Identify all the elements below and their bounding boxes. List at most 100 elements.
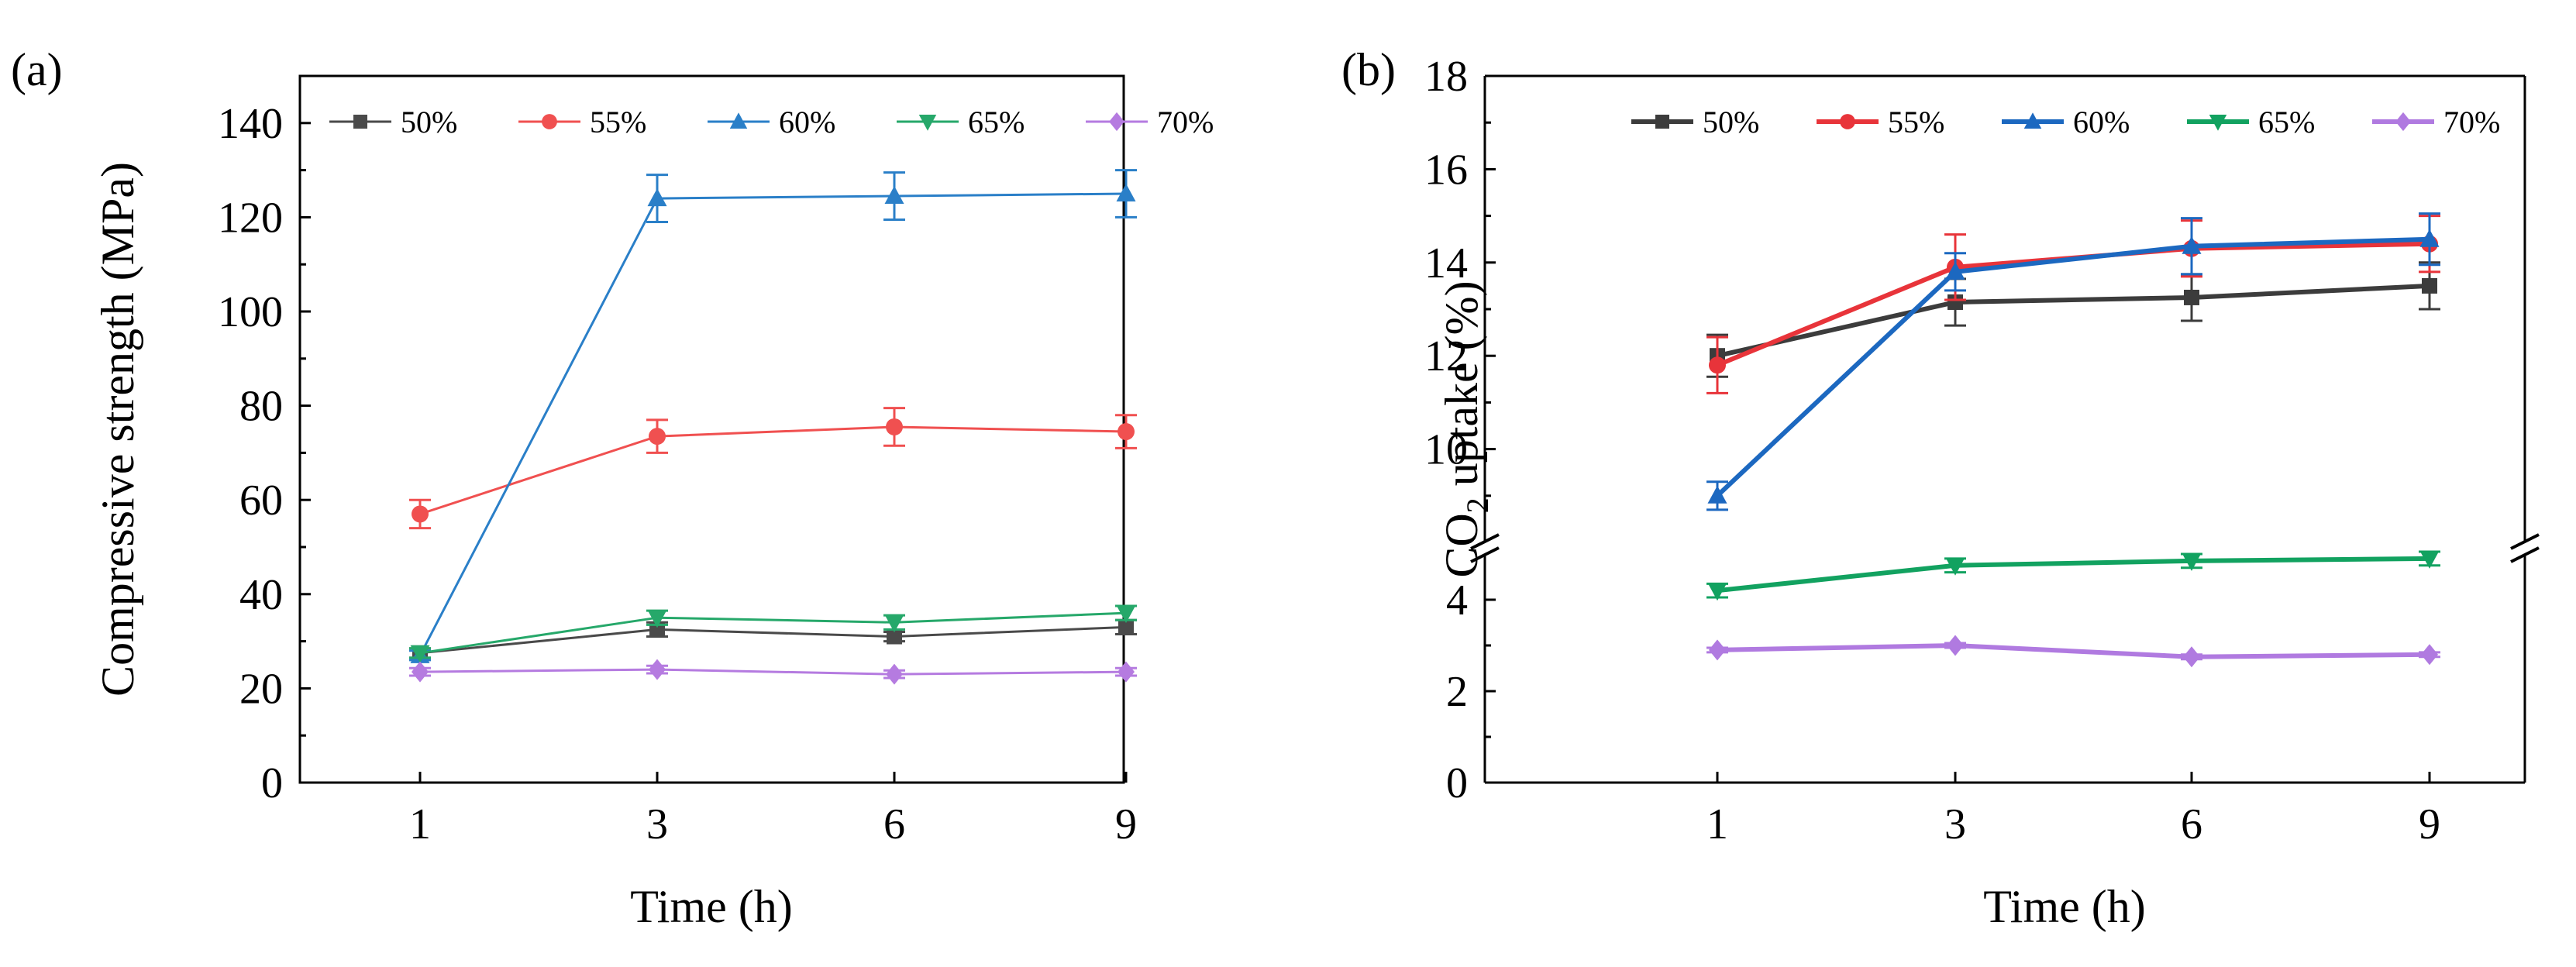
series-group-b [1706, 212, 2440, 668]
series-line-a [418, 192, 1127, 656]
chart-panel-b: (b) 0 2 4 10 12 14 16 18 1 3 6 9 50% 55% 60% 65% 70% T… [1341, 44, 2540, 932]
series-line-a [419, 425, 1127, 515]
y-tick-label-a: 40 [239, 571, 283, 619]
x-tick-label-a: 6 [883, 800, 905, 848]
series-a-50% [409, 618, 1137, 661]
series-b-65% [1706, 550, 2440, 601]
series-a-60% [409, 169, 1137, 663]
series-line-b [1717, 556, 2430, 594]
data-point-a [886, 663, 903, 685]
data-point-b [2183, 646, 2200, 668]
legend-marker-4 [2209, 115, 2227, 131]
data-point-a [1116, 184, 1136, 201]
y-tick-label-b: 0 [1446, 759, 1468, 807]
data-point-b [2419, 550, 2440, 569]
x-ticks-b: 1 3 6 9 [1706, 772, 2440, 848]
legend-label-4: 65% [2258, 105, 2315, 139]
legend-label-2: 55% [1888, 105, 1944, 139]
data-point-a [1118, 619, 1134, 635]
y-axis-title-b: CO2 uptake (%) [1436, 280, 1495, 577]
chart-panel-a: (a) 0 20 40 60 80 100 120 140 1 3 6 9 50% 55% 60% 65%… [11, 44, 1214, 932]
legend-label-2: 55% [590, 105, 646, 139]
y-tick-label-a: 120 [218, 194, 283, 242]
data-point-a [1116, 605, 1136, 624]
legend-marker-2 [1840, 114, 1855, 129]
data-point-b [1947, 294, 1963, 310]
legend-label-3: 60% [779, 105, 835, 139]
y-tick-label-a: 80 [239, 383, 283, 431]
data-point-b [1945, 261, 1965, 280]
legend-marker-2 [542, 114, 557, 129]
series-a-70% [409, 659, 1137, 685]
data-point-a [1118, 423, 1135, 441]
y-ticks-a: 0 20 40 60 80 100 120 140 [218, 74, 311, 807]
y-axis-title-b-main: CO [1436, 513, 1487, 577]
axis-break-mark-b [1470, 533, 1500, 550]
y-tick-label-a: 100 [218, 288, 283, 336]
legend-label-1: 50% [401, 105, 457, 139]
legend-marker-5 [1109, 112, 1124, 132]
axis-break-mark-b [1470, 546, 1500, 563]
data-point-a [412, 505, 429, 523]
series-line-a [419, 668, 1127, 676]
y-tick-label-b: 18 [1424, 53, 1468, 101]
axis-break-mark-b [2510, 546, 2540, 563]
data-point-b [2182, 236, 2202, 254]
data-point-b [1709, 356, 1726, 374]
data-point-a [412, 661, 429, 683]
plot-area-b: 0 2 4 10 12 14 16 18 1 3 6 9 50% 55% 60% 65% 70% [1424, 53, 2540, 848]
y-tick-label-a: 140 [218, 100, 283, 148]
series-line-b [1717, 642, 2430, 659]
x-ticks-a: 1 3 6 9 [409, 772, 1137, 848]
data-point-b [2182, 552, 2202, 571]
legend-marker-1 [353, 115, 367, 129]
series-line-b [1715, 236, 2430, 497]
x-tick-label-b: 6 [2181, 800, 2202, 848]
axes-frame-b [1470, 74, 2540, 784]
legend-marker-5 [2395, 112, 2411, 132]
series-line-b [1716, 241, 2430, 368]
data-point-a [410, 645, 430, 663]
data-point-b [1945, 557, 1965, 576]
data-point-a [649, 659, 666, 680]
data-point-b [1707, 583, 1727, 601]
x-tick-label-b: 3 [1944, 800, 1966, 848]
legend-label-4: 65% [968, 105, 1025, 139]
y-tick-label-b: 12 [1424, 332, 1468, 380]
data-point-a [1118, 661, 1135, 683]
legend-marker-3 [729, 112, 748, 129]
x-tick-label-a: 9 [1115, 800, 1137, 848]
series-group-a [409, 169, 1137, 685]
data-point-a [649, 428, 666, 446]
legend-marker-4 [918, 115, 937, 131]
series-line-a [419, 611, 1127, 655]
y-tick-label-b: 16 [1424, 146, 1468, 194]
data-point-a [647, 610, 667, 628]
x-tick-label-b: 1 [1706, 800, 1728, 848]
panel-label-a: (a) [11, 44, 63, 95]
data-point-b [1709, 639, 1726, 661]
y-ticks-b: 0 2 4 10 12 14 16 18 [1424, 53, 1496, 807]
legend-label-5: 70% [1157, 105, 1214, 139]
legend-label-5: 70% [2443, 105, 2500, 139]
y-tick-label-b: 10 [1424, 426, 1468, 474]
y-tick-label-b: 2 [1446, 668, 1468, 716]
data-point-b [2422, 277, 2437, 294]
data-point-a [884, 186, 904, 205]
data-point-a [886, 418, 903, 435]
legend-label-1: 50% [1703, 105, 1759, 139]
data-point-b [2184, 289, 2199, 305]
data-point-a [887, 628, 902, 645]
x-axis-title-b: Time (h) [1983, 881, 2145, 932]
y-axis-title-a: Compressive strength (MPa) [92, 162, 143, 697]
series-a-55% [409, 407, 1137, 530]
y-tick-label-a: 0 [261, 759, 283, 807]
x-tick-label-b: 9 [2419, 800, 2440, 848]
y-tick-label-a: 20 [239, 665, 283, 713]
legend-marker-3 [2023, 112, 2042, 129]
data-point-a [647, 188, 667, 207]
data-point-a [884, 614, 904, 633]
series-b-70% [1706, 635, 2440, 668]
axis-break-mark-b [2510, 533, 2540, 550]
